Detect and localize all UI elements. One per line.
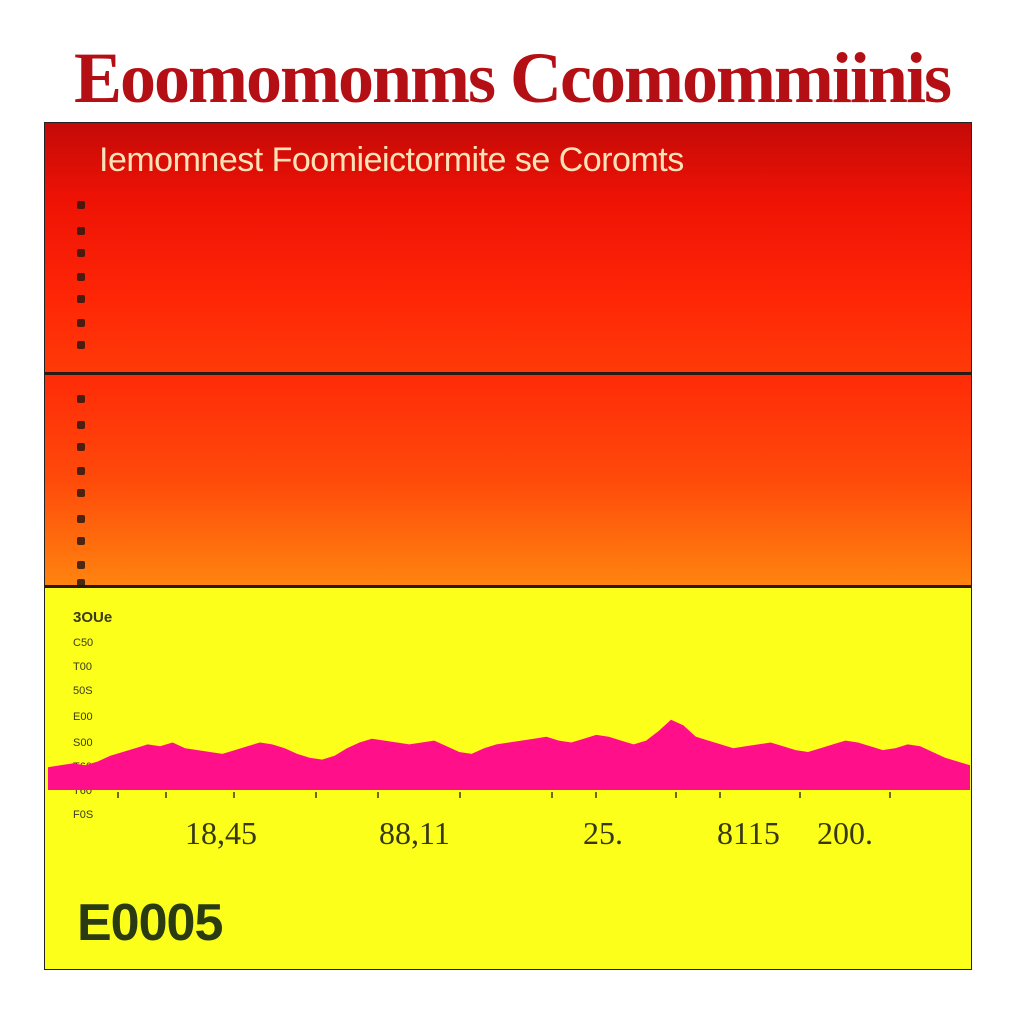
y-tick-mark — [77, 421, 85, 429]
y-tick-mark — [77, 319, 85, 327]
band-middle — [45, 373, 971, 586]
y-tick-label: 3OUe — [73, 609, 113, 626]
x-tick-label: 18,45 — [185, 815, 257, 851]
band-divider — [45, 372, 971, 375]
y-tick-mark — [77, 395, 85, 403]
y-tick-label: 50S — [73, 685, 93, 697]
y-tick-mark — [77, 295, 85, 303]
y-tick-label: S00 — [73, 737, 93, 749]
footer-code: E0005 — [77, 894, 223, 952]
chart-subtitle: Iemomnest Foomieictormite se Coromts — [99, 141, 684, 179]
x-tick-label: 8115 — [717, 815, 780, 851]
x-tick-label: 88,11 — [379, 815, 450, 851]
y-tick-mark — [77, 249, 85, 257]
band-top — [45, 123, 971, 373]
y-tick-mark — [77, 201, 85, 209]
y-tick-mark — [77, 561, 85, 569]
y-tick-label: T00 — [73, 661, 92, 673]
y-tick-mark — [77, 227, 85, 235]
y-tick-mark — [77, 443, 85, 451]
y-tick-label: F0S — [73, 809, 94, 821]
x-tick-label: 25. — [583, 815, 623, 851]
y-tick-label: C50 — [73, 637, 94, 649]
y-tick-label: E00 — [73, 711, 93, 723]
y-tick-mark — [77, 537, 85, 545]
chart-title: Eoomomonms Ccomommiinis — [74, 38, 952, 118]
y-tick-mark — [77, 341, 85, 349]
y-tick-mark — [77, 579, 85, 587]
y-tick-mark — [77, 273, 85, 281]
x-tick-label: 200. — [817, 815, 873, 851]
y-tick-mark — [77, 489, 85, 497]
chart-frame: Iemomnest Foomieictormite se Coromts 3OU… — [44, 122, 972, 970]
y-tick-mark — [77, 467, 85, 475]
y-tick-mark — [77, 515, 85, 523]
area-plot — [48, 719, 970, 798]
series-area — [48, 719, 970, 790]
band-divider — [45, 585, 971, 588]
